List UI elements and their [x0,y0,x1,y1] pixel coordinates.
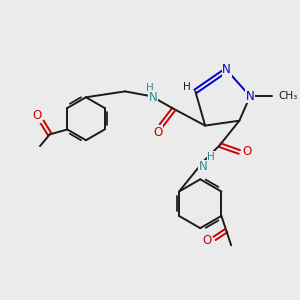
Text: H: H [183,82,190,92]
Text: H: H [146,83,153,94]
Text: O: O [154,126,163,139]
Text: N: N [199,160,208,173]
Text: N: N [222,63,231,76]
Text: H: H [207,152,215,162]
Text: O: O [32,109,42,122]
Text: N: N [246,90,254,103]
Text: N: N [149,91,158,104]
Text: O: O [242,146,252,158]
Text: O: O [202,234,212,247]
Text: CH₃: CH₃ [278,91,298,101]
